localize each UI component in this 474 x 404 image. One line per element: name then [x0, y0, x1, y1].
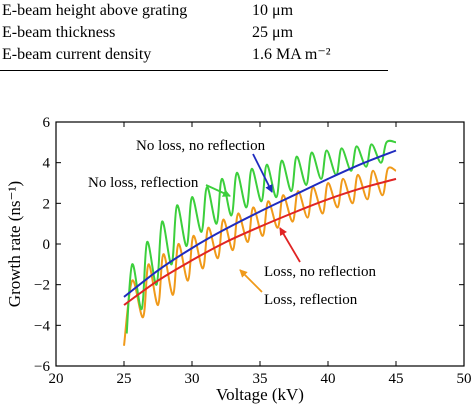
- param-name: E-beam height above grating: [2, 2, 188, 19]
- param-row-height: E-beam height above grating 10 μm: [0, 0, 390, 22]
- series-line-no-loss-reflection: [125, 139, 397, 334]
- param-value: 25 μm: [252, 24, 294, 41]
- arrow-no-loss-reflection: [205, 184, 231, 197]
- annotation-loss-reflection: Loss, reflection: [264, 292, 358, 308]
- annotation-arrows: [205, 153, 301, 293]
- y-tick-label: −4: [34, 318, 50, 334]
- y-tick-label: 4: [43, 156, 51, 172]
- x-tick-label: 40: [321, 371, 336, 387]
- table-bottom-rule: [0, 70, 388, 71]
- series-line-no-loss-no-reflection: [123, 149, 397, 298]
- annotation-loss-no-reflection: Loss, no reflection: [264, 264, 377, 280]
- annotation-no-loss-reflection: No loss, reflection: [88, 175, 199, 191]
- arrow-loss-no-reflection: [279, 227, 301, 263]
- series-line-loss-no-reflection: [123, 177, 397, 306]
- annotation-no-loss-no-reflection: No loss, no reflection: [136, 138, 266, 154]
- param-row-thickness: E-beam thickness 25 μm: [0, 22, 390, 44]
- y-tick-label: −6: [34, 359, 50, 375]
- arrow-no-loss-no-reflection: [252, 153, 273, 193]
- x-tick-label: 45: [389, 371, 404, 387]
- param-name: E-beam thickness: [2, 24, 116, 41]
- y-tick-label: 6: [43, 115, 51, 131]
- x-tick-label: 30: [185, 371, 200, 387]
- axis-ticks: 20 25 30 35 40 45 50 −6 −4 −2 0 2 4 6: [34, 115, 471, 387]
- series-line-loss-reflection: [123, 166, 397, 346]
- x-tick-label: 50: [457, 371, 472, 387]
- y-tick-label: 0: [43, 237, 51, 253]
- x-axis-label: Voltage (kV): [216, 385, 304, 404]
- arrow-loss-reflection: [239, 269, 263, 293]
- y-axis-label: Growth rate (ns⁻¹): [5, 181, 24, 307]
- param-row-current-density: E-beam current density 1.6 MA m⁻²: [0, 44, 390, 66]
- x-tick-label: 25: [117, 371, 132, 387]
- series-lines: [123, 139, 397, 346]
- y-tick-label: −2: [34, 278, 50, 294]
- param-value: 1.6 MA m⁻²: [252, 46, 331, 63]
- x-tick-label: 20: [49, 371, 64, 387]
- param-value: 10 μm: [252, 2, 294, 19]
- param-name: E-beam current density: [2, 46, 152, 63]
- y-tick-label: 2: [43, 196, 51, 212]
- plot-frame: [55, 121, 465, 367]
- x-tick-label: 35: [253, 371, 268, 387]
